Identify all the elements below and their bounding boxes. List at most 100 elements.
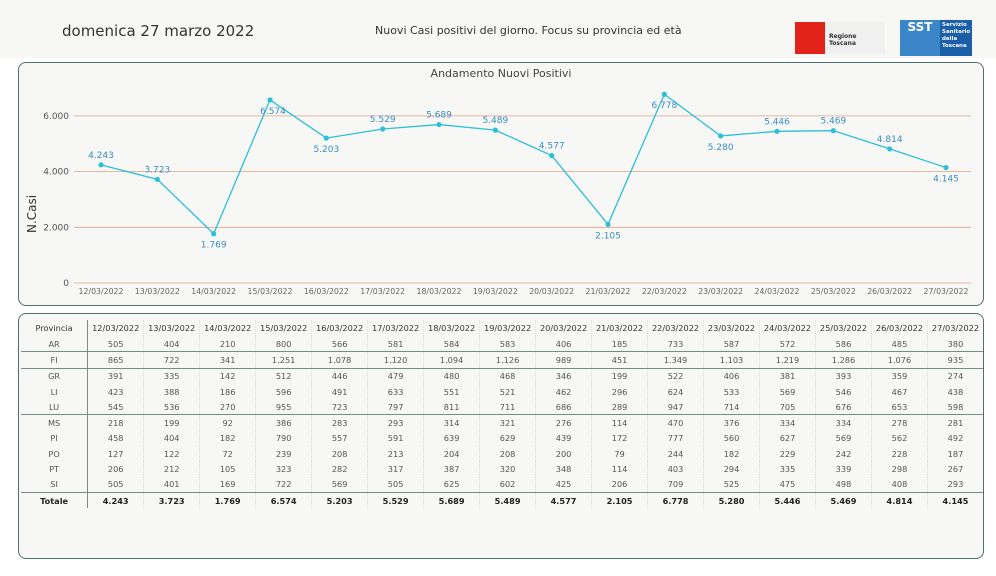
data-point bbox=[718, 133, 724, 139]
cell-value: 267 bbox=[926, 461, 983, 477]
y-tick-label: 0 bbox=[63, 279, 69, 289]
cell-value: 270 bbox=[199, 399, 256, 416]
cell-value: 467 bbox=[870, 383, 928, 400]
cell-value: 480 bbox=[423, 368, 480, 384]
data-label: 5.203 bbox=[313, 145, 339, 155]
table-row: MS 218 199 92 386 283 293 314 321 276 114 470 376 334… bbox=[21, 414, 983, 431]
cell-value: 169 bbox=[199, 476, 256, 493]
cell-value: 218 bbox=[87, 414, 144, 431]
cell-value: 587 bbox=[703, 336, 760, 353]
data-label: 4.577 bbox=[539, 142, 565, 152]
cell-value: 228 bbox=[870, 446, 928, 462]
total-value: 5.469 bbox=[815, 491, 872, 509]
cell-value: 583 bbox=[479, 336, 536, 353]
cell-value: 722 bbox=[143, 351, 200, 369]
table-panel: Provincia 12/03/2022 13/03/2022 14/03/2022 1… bbox=[18, 313, 984, 559]
cell-value: 566 bbox=[311, 336, 368, 353]
column-header-date: 23/03/2022 bbox=[703, 320, 760, 336]
province-name: PT bbox=[21, 461, 89, 477]
cell-value: 323 bbox=[255, 461, 312, 477]
cell-value: 283 bbox=[311, 414, 368, 431]
cell-value: 800 bbox=[255, 336, 312, 353]
logo-regione-text: Regione Toscana bbox=[829, 33, 857, 47]
x-tick-label: 12/03/2022 bbox=[79, 287, 124, 296]
cell-value: 404 bbox=[143, 430, 200, 447]
data-point bbox=[154, 176, 160, 182]
x-tick-label: 27/03/2022 bbox=[924, 287, 969, 296]
cell-value: 714 bbox=[703, 399, 760, 416]
cell-value: 586 bbox=[815, 336, 872, 353]
table-row: AR 505 404 210 800 566 581 584 583 406 185 733 587 57… bbox=[21, 336, 983, 353]
province-name: PI bbox=[21, 430, 89, 447]
cell-value: 425 bbox=[535, 476, 592, 493]
cell-value: 533 bbox=[703, 383, 760, 400]
cell-value: 790 bbox=[255, 430, 312, 447]
cell-value: 314 bbox=[423, 414, 480, 431]
cell-value: 633 bbox=[367, 383, 424, 400]
data-point bbox=[323, 135, 329, 141]
cell-value: 278 bbox=[870, 414, 928, 431]
table-header-row: Provincia 12/03/2022 13/03/2022 14/03/2022 1… bbox=[21, 320, 983, 336]
total-value: 2.105 bbox=[591, 491, 648, 509]
cell-value: 206 bbox=[87, 461, 144, 477]
cell-value: 722 bbox=[255, 476, 312, 493]
y-tick-label: 2.000 bbox=[43, 223, 69, 233]
x-tick-label: 13/03/2022 bbox=[135, 287, 180, 296]
cell-value: 391 bbox=[87, 368, 144, 384]
cell-value: 335 bbox=[143, 368, 200, 384]
cell-value: 686 bbox=[535, 399, 592, 416]
cell-value: 811 bbox=[423, 399, 480, 416]
total-value: 6.778 bbox=[647, 491, 704, 509]
x-tick-label: 19/03/2022 bbox=[473, 287, 518, 296]
sst-logo: SST bbox=[900, 20, 940, 56]
total-value: 6.574 bbox=[255, 491, 312, 509]
cell-value: 1.126 bbox=[479, 351, 536, 369]
cell-value: 199 bbox=[591, 368, 648, 384]
data-label: 5.529 bbox=[370, 115, 396, 125]
cell-value: 229 bbox=[759, 446, 816, 462]
cell-value: 602 bbox=[479, 476, 536, 493]
column-header-date: 22/03/2022 bbox=[647, 320, 704, 336]
x-tick-label: 24/03/2022 bbox=[755, 287, 800, 296]
cell-value: 210 bbox=[199, 336, 256, 353]
cell-value: 525 bbox=[703, 476, 760, 493]
cell-value: 1.078 bbox=[311, 351, 368, 369]
data-point bbox=[380, 126, 386, 132]
data-point bbox=[887, 146, 893, 152]
cell-value: 546 bbox=[815, 383, 872, 400]
total-value: 1.769 bbox=[199, 491, 256, 509]
chart-title: Andamento Nuovi Positivi bbox=[430, 67, 572, 80]
total-value: 5.203 bbox=[311, 491, 368, 509]
cell-value: 185 bbox=[591, 336, 648, 353]
table-row: PI 458 404 182 790 557 591 639 629 439 172 777 560 62… bbox=[21, 430, 983, 447]
cell-value: 468 bbox=[479, 368, 536, 384]
total-value: 4.243 bbox=[87, 491, 144, 509]
cell-value: 439 bbox=[535, 430, 592, 447]
x-tick-label: 15/03/2022 bbox=[248, 287, 293, 296]
cell-value: 624 bbox=[647, 383, 704, 400]
cell-value: 244 bbox=[647, 446, 704, 462]
cell-value: 491 bbox=[311, 383, 368, 400]
chart-panel: Andamento Nuovi Positivi N.Casi 0 2.000 4.… bbox=[18, 62, 984, 306]
cell-value: 584 bbox=[423, 336, 480, 353]
cell-value: 1.094 bbox=[423, 351, 480, 369]
cell-value: 955 bbox=[255, 399, 312, 416]
cell-value: 282 bbox=[311, 461, 368, 477]
cell-value: 479 bbox=[367, 368, 424, 384]
column-header-date: 27/03/2022 bbox=[926, 320, 983, 336]
column-header-date: 17/03/2022 bbox=[367, 320, 424, 336]
column-header-date: 25/03/2022 bbox=[815, 320, 872, 336]
column-header-date: 12/03/2022 bbox=[87, 320, 144, 336]
cell-value: 208 bbox=[479, 446, 536, 462]
cell-value: 208 bbox=[311, 446, 368, 462]
cell-value: 512 bbox=[255, 368, 312, 384]
line-chart: 0 2.000 4.000 6.000 12/03/2022 13/03/2022 14/0… bbox=[43, 91, 971, 296]
cell-value: 200 bbox=[535, 446, 592, 462]
cell-value: 536 bbox=[143, 399, 200, 416]
cell-value: 562 bbox=[870, 430, 928, 447]
pegasus-flag-icon bbox=[795, 22, 825, 54]
report-date: domenica 27 marzo 2022 bbox=[62, 22, 255, 40]
cell-value: 296 bbox=[591, 383, 648, 400]
data-point bbox=[267, 97, 273, 103]
cell-value: 321 bbox=[479, 414, 536, 431]
